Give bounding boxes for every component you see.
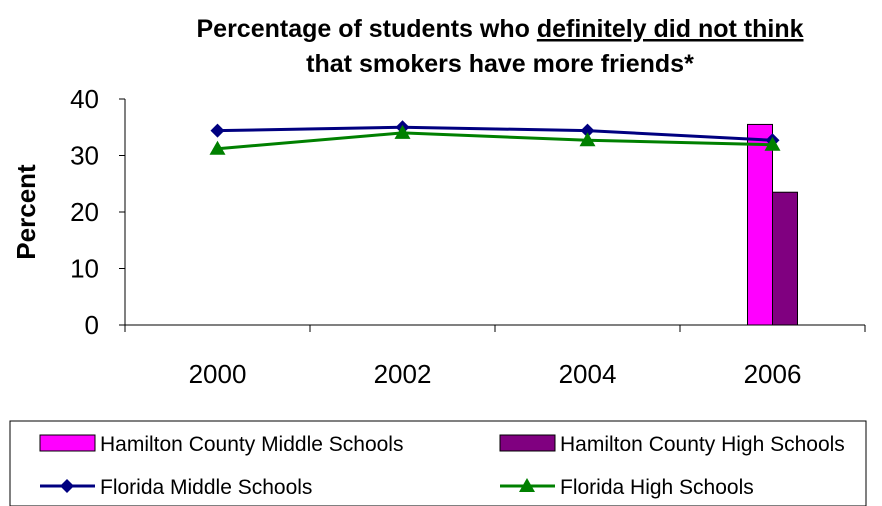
legend-swatch	[499, 434, 556, 452]
data-point	[579, 132, 596, 147]
legend-label: Hamilton County Middle Schools	[100, 433, 403, 456]
data-point	[394, 124, 411, 139]
y-tick-label: 10	[70, 254, 99, 284]
x-tick-label: 2006	[744, 359, 802, 389]
plot-area: 0 10 20 30 40 2000 2002 2004 2006	[70, 84, 866, 389]
bar	[747, 123, 773, 326]
legend-label: Hamilton County High Schools	[560, 433, 845, 456]
bar	[772, 191, 798, 326]
y-tick-label: 0	[85, 310, 99, 340]
legend: Hamilton County Middle Schools Hamilton C…	[39, 433, 845, 499]
y-axis-label: Percent	[11, 164, 41, 260]
legend-box	[9, 420, 867, 506]
data-point	[764, 136, 781, 151]
chart-title-underlined: definitely did not think	[537, 15, 804, 43]
legend-label: Florida High Schools	[560, 476, 754, 499]
legend-swatch	[39, 434, 96, 452]
data-point	[210, 123, 225, 138]
y-tick-label: 20	[70, 197, 99, 227]
y-tick-label: 40	[70, 84, 99, 114]
series-line	[217, 125, 773, 142]
x-tick-label: 2002	[374, 359, 432, 389]
chart-title-line-1: Percentage of students who definitely di…	[197, 15, 804, 43]
y-tick-label: 30	[70, 141, 99, 171]
x-tick-label: 2000	[189, 359, 247, 389]
series-line	[217, 131, 773, 151]
x-tick-label: 2004	[559, 359, 617, 389]
legend-marker	[519, 478, 535, 492]
legend-marker	[60, 479, 74, 493]
data-point	[209, 140, 226, 155]
chart-title-line-2: that smokers have more friends*	[306, 50, 694, 78]
data-point	[580, 123, 595, 138]
legend-label: Florida Middle Schools	[100, 476, 312, 499]
chart-title-prefix: Percentage of students who	[197, 15, 537, 43]
